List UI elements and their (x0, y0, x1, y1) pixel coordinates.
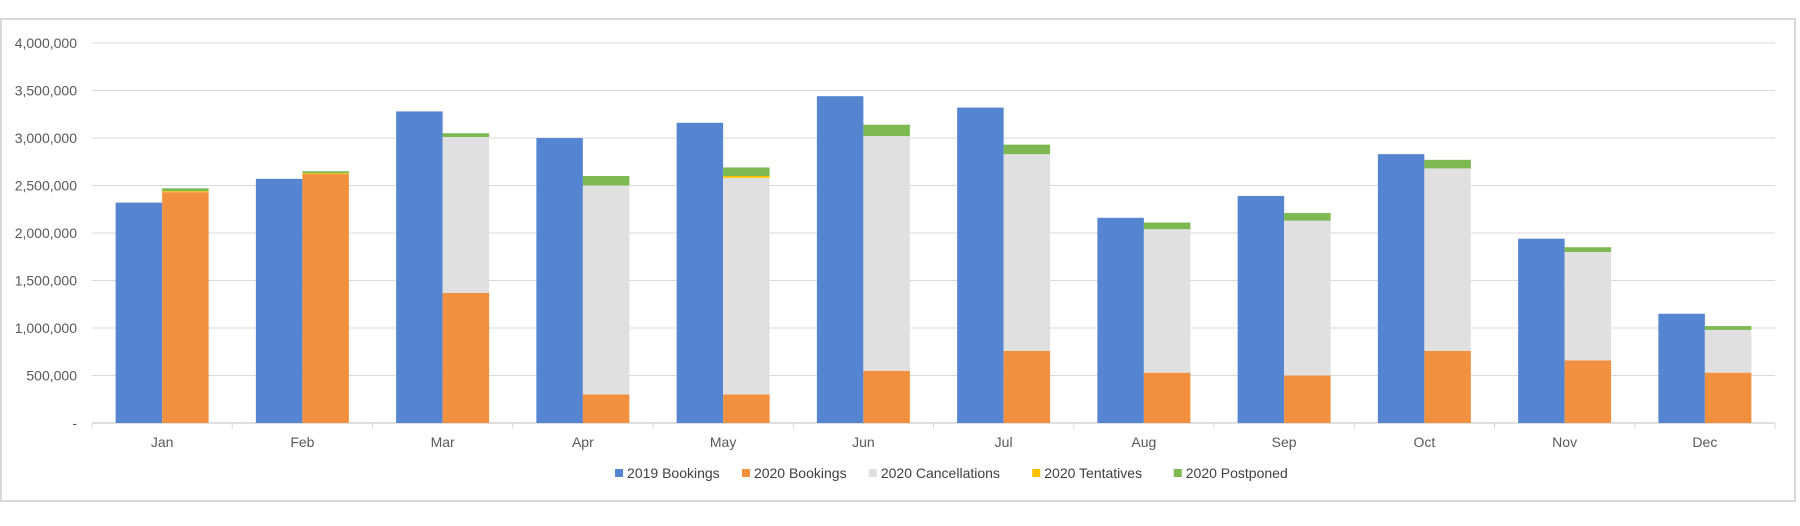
y-tick-label: 2,000,000 (15, 225, 77, 241)
bar-2020-cancellations-jun (863, 136, 910, 371)
bar-2020-bookings-oct (1424, 350, 1471, 423)
legend-item-2020-postponed: 2020 Postponed (1173, 465, 1288, 481)
x-axis: Jan Feb Mar Apr May Jun Jul Aug Sep Oct Nov Dec (91, 423, 1776, 450)
legend-item-2020-cancellations: 2020 Cancellations (868, 465, 1000, 481)
bar-2020-cancellations-jul (1003, 154, 1051, 351)
legend-label: 2020 Bookings (754, 465, 847, 481)
bar-2020-bookings-may (723, 394, 770, 423)
bar-2020-postponed-apr (582, 176, 630, 186)
bar-2020-postponed-feb (302, 171, 349, 174)
legend-label: 2019 Bookings (627, 465, 720, 481)
x-tick-label: Nov (1552, 434, 1577, 450)
legend-item-2020-bookings: 2020 Bookings (741, 465, 847, 481)
bar-2020-cancellations-nov (1564, 252, 1612, 361)
bar-2019-bookings-aug (1097, 217, 1144, 423)
bar-2019-bookings-nov (1518, 238, 1565, 423)
bar-2019-bookings-sep (1237, 195, 1285, 423)
legend-label: 2020 Cancellations (881, 465, 1000, 481)
bar-2020-tentatives-feb (302, 173, 349, 175)
bar-2020-postponed-jan (162, 188, 209, 192)
bar-2020-bookings-jul (1003, 350, 1051, 423)
x-tick-label: Jul (995, 434, 1013, 450)
bars (115, 96, 1752, 424)
bar-2020-bookings-apr (582, 394, 630, 423)
x-tick-label: May (710, 434, 736, 450)
bar-2020-postponed-sep (1284, 213, 1331, 221)
x-tick-label: Oct (1413, 434, 1435, 450)
bar-2020-cancellations-mar (442, 137, 490, 293)
y-tick-label: 3,500,000 (15, 83, 77, 99)
legend-swatch (1173, 469, 1182, 477)
y-tick-label: 4,000,000 (15, 35, 77, 51)
legend-label: 2020 Postponed (1186, 465, 1288, 481)
y-tick-label: 1,500,000 (15, 273, 77, 289)
x-tick-label: Apr (572, 434, 594, 450)
bar-2019-bookings-jul (957, 107, 1004, 423)
bar-2020-bookings-jun (863, 370, 910, 423)
bar-2020-postponed-mar (442, 133, 490, 138)
bar-2020-cancellations-dec (1704, 329, 1752, 373)
bar-2020-postponed-jun (863, 124, 910, 137)
y-tick-label: 1,000,000 (15, 320, 77, 336)
bar-2019-bookings-may (676, 122, 724, 424)
bar-2020-postponed-dec (1704, 326, 1752, 330)
legend-swatch (868, 469, 877, 477)
bar-2020-bookings-nov (1564, 360, 1612, 423)
legend-swatch (741, 469, 750, 477)
bar-2020-bookings-dec (1704, 372, 1752, 423)
x-tick-label: Aug (1131, 434, 1156, 450)
bar-2019-bookings-feb (255, 178, 303, 423)
bar-2020-bookings-jan (162, 192, 209, 423)
bar-2020-tentatives-may (723, 176, 770, 178)
y-tick-label: 500,000 (26, 368, 77, 384)
bar-2019-bookings-jun (816, 96, 864, 423)
bar-2020-postponed-aug (1143, 222, 1191, 230)
legend-item-2020-tentatives: 2020 Tentatives (1032, 465, 1142, 481)
bar-2020-cancellations-may (723, 177, 770, 395)
x-tick-label: Sep (1272, 434, 1297, 450)
bar-2020-bookings-feb (302, 174, 349, 423)
y-axis: - 500,000 1,000,000 1,500,000 2,000,000 2,500… (15, 35, 78, 431)
bar-2020-tentatives-jan (162, 191, 209, 193)
bar-2020-bookings-mar (442, 292, 490, 423)
x-tick-label: Jun (852, 434, 875, 450)
x-tick-label: Feb (290, 434, 314, 450)
legend-swatch (615, 469, 624, 477)
bar-2020-cancellations-sep (1284, 220, 1331, 376)
bar-2020-postponed-may (723, 167, 770, 176)
bar-2019-bookings-dec (1658, 313, 1705, 423)
bar-2019-bookings-mar (396, 111, 443, 424)
bar-2020-cancellations-aug (1143, 229, 1191, 373)
bar-2020-cancellations-apr (582, 185, 630, 395)
y-tick-label: 3,000,000 (15, 130, 77, 146)
legend-item-2019-bookings: 2019 Bookings (615, 465, 720, 481)
bar-2020-cancellations-oct (1424, 168, 1471, 351)
bar-2019-bookings-apr (536, 138, 583, 423)
bar-2020-bookings-sep (1284, 375, 1331, 423)
y-tick-label: - (72, 415, 77, 431)
legend-swatch (1032, 469, 1041, 477)
x-tick-label: Mar (431, 434, 455, 450)
bar-2019-bookings-jan (115, 202, 163, 423)
y-tick-label: 2,500,000 (15, 178, 77, 194)
bar-2019-bookings-oct (1377, 154, 1425, 423)
legend-label: 2020 Tentatives (1044, 465, 1142, 481)
legend: 2019 Bookings 2020 Bookings 2020 Cancellat… (615, 465, 1288, 481)
bar-2020-bookings-aug (1143, 372, 1191, 423)
bar-2020-postponed-jul (1003, 144, 1051, 155)
bar-2020-postponed-oct (1424, 159, 1471, 169)
bar-2020-postponed-nov (1564, 247, 1612, 252)
x-tick-label: Jan (151, 434, 174, 450)
x-tick-label: Dec (1692, 434, 1717, 450)
